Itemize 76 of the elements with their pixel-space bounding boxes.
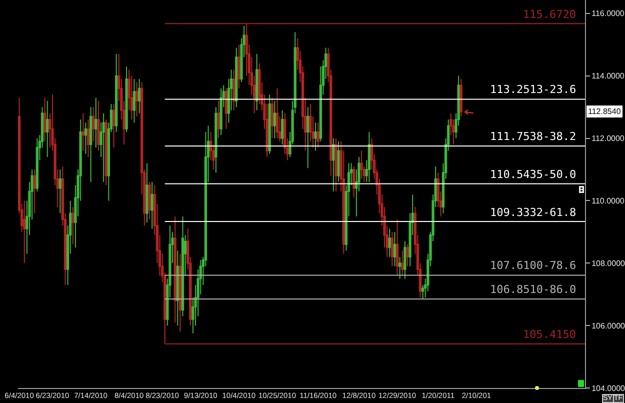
- ref-line-label: 109.3332-61.8: [490, 206, 576, 219]
- candlestick: [181, 216, 184, 317]
- candlestick: [58, 169, 62, 214]
- candlestick: [150, 181, 154, 230]
- candlestick: [337, 140, 340, 182]
- candlestick: [390, 231, 394, 267]
- candlestick: [217, 100, 220, 139]
- candlestick: [86, 119, 90, 158]
- candlestick: [368, 132, 371, 182]
- candlestick: [146, 162, 148, 224]
- ref-line-label: 110.5435-50.0: [490, 168, 576, 181]
- candlestick: [43, 97, 46, 142]
- candlestick: [393, 231, 396, 267]
- candlestick: [270, 97, 274, 139]
- candlestick: [125, 66, 128, 133]
- candlestick: [268, 94, 271, 154]
- candlestick: [135, 82, 138, 117]
- text: 112.8540: [588, 107, 622, 116]
- candlestick: [138, 78, 141, 114]
- candlestick: [398, 256, 402, 280]
- candlestick: [214, 106, 218, 174]
- candlestick: [238, 44, 240, 89]
- candlestick: [224, 88, 228, 130]
- ref-line-label: 111.7538-38.2: [490, 130, 576, 143]
- candlestick: [401, 250, 404, 276]
- ref-line-label: 113.2513-23.6: [490, 83, 576, 96]
- candlestick: [360, 150, 363, 180]
- candlestick: [92, 106, 95, 142]
- candlestick: [174, 216, 176, 323]
- candlestick: [306, 106, 310, 168]
- candlestick: [334, 138, 338, 192]
- candlestick: [404, 240, 406, 280]
- candlestick: [148, 181, 151, 220]
- y-tick-label: 108.0000: [592, 258, 625, 268]
- candlestick: [314, 122, 317, 152]
- candlestick: [97, 100, 100, 152]
- y-tick-label: 110.0000: [592, 196, 625, 206]
- candlestick: [115, 54, 118, 133]
- y-tick-label: 106.0000: [592, 321, 625, 330]
- candlestick: [112, 103, 116, 148]
- candlestick: [388, 228, 391, 258]
- candlestick: [36, 138, 38, 192]
- candlestick: [352, 166, 356, 198]
- candlestick: [276, 88, 279, 139]
- ref-line-label: 107.6100-78.6: [490, 259, 576, 272]
- y-tick-label: 104.0000: [592, 384, 625, 393]
- candlestick: [406, 244, 409, 267]
- candlestick: [316, 122, 320, 148]
- candlestick: [332, 138, 335, 192]
- ref-line-label: 105.4150: [523, 328, 576, 341]
- candlestick: [102, 112, 105, 182]
- candlestick: [132, 78, 136, 124]
- candlestick: [94, 97, 98, 148]
- candlestick: [235, 47, 238, 108]
- candlestick: [460, 78, 462, 117]
- candlestick: [281, 110, 284, 146]
- y-tick-label: 112.0000: [592, 134, 625, 144]
- candlestick: [220, 88, 222, 136]
- y-tick-label: 114.0000: [592, 72, 625, 81]
- candlestick: [84, 122, 88, 154]
- y-tick-label: 116.0000: [592, 9, 625, 18]
- candlestick: [89, 106, 92, 182]
- candlestick: [232, 69, 236, 111]
- candlestick: [104, 119, 108, 186]
- candlestick: [82, 112, 84, 152]
- candlestick: [72, 206, 74, 245]
- candlestick: [46, 100, 49, 158]
- candlestick: [176, 250, 179, 326]
- candlestick: [23, 200, 26, 264]
- candlestick: [33, 169, 36, 214]
- ref-line-label: 115.6720: [523, 8, 576, 21]
- candlestick: [396, 218, 399, 276]
- candlestick: [178, 253, 182, 332]
- candlestick: [273, 100, 276, 139]
- candlestick: [255, 54, 258, 111]
- ref-line-label: 106.8510-86.0: [490, 283, 576, 296]
